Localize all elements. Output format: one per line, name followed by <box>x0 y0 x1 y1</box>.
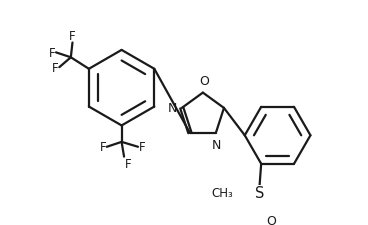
Text: N: N <box>167 101 177 114</box>
Text: F: F <box>139 141 145 154</box>
Text: CH₃: CH₃ <box>212 186 233 199</box>
Text: S: S <box>255 185 264 200</box>
Text: N: N <box>212 138 222 151</box>
Text: O: O <box>266 214 276 225</box>
Text: F: F <box>52 61 59 74</box>
Text: F: F <box>69 29 76 43</box>
Text: F: F <box>49 47 55 60</box>
Text: F: F <box>99 141 106 154</box>
Text: F: F <box>125 158 131 171</box>
Text: O: O <box>199 74 209 88</box>
